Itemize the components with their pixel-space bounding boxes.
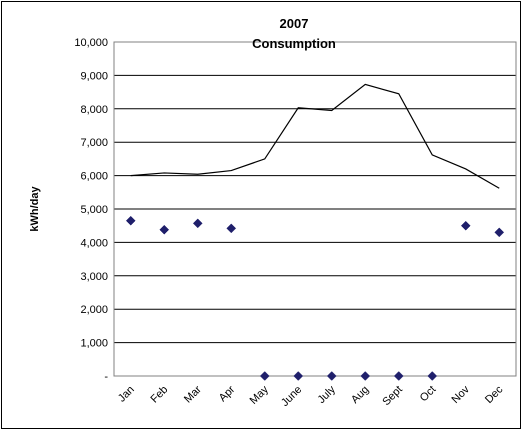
y-tick-label-2: 2,000 [80,304,108,316]
y-tick-label-10: 10,000 [74,37,108,49]
series-1-point-feb [159,224,170,235]
series-1-point-july [326,371,337,381]
series-1-point-june [293,371,304,381]
chart-title: 2007 Consumption [252,16,336,51]
series-1-point-mar [192,218,203,229]
x-tick-label-nov: Nov [450,383,473,406]
y-tick-label-5: 5,000 [80,204,108,216]
y-tick-label-4: 4,000 [80,237,108,249]
x-tick-label-sept: Sept [380,384,404,408]
x-tick-label-feb: Feb [148,384,170,406]
series-1-point-apr [226,223,237,234]
plot-area [113,41,517,377]
y-tick-label-8: 8,000 [80,104,108,116]
x-tick-label-june: June [279,384,304,409]
x-tick-labels: Jan Feb Mar Apr May June July Aug Sept Oct Nov Dec [116,383,506,409]
x-tick-label-dec: Dec [483,383,506,406]
y-tick-label-9: 9,000 [80,70,108,82]
y-tick-label-6: 6,000 [80,171,108,183]
y-axis-label: kWh/day [29,186,41,232]
x-tick-label-mar: Mar [182,383,204,405]
y-tick-label-1: 1,000 [80,338,108,350]
x-tick-label-oct: Oct [418,384,439,405]
series-1-point-aug [360,371,371,381]
grid-lines [114,41,516,344]
chart-title-line-2: Consumption [252,36,336,51]
series-1-point-jan [125,215,136,226]
series-1-point-oct [427,371,438,381]
x-tick-label-apr: Apr [217,383,238,404]
x-tick-label-july: July [316,383,339,406]
y-tick-label-3: 3,000 [80,271,108,283]
series-1-point-sept [393,371,404,381]
series-1-point-nov [460,220,471,231]
x-tick-label-aug: Aug [349,384,371,406]
y-tick-label-7: 7,000 [80,137,108,149]
y-tick-label-0: - [104,371,108,383]
series-0-line [130,83,500,189]
x-tick-label-jan: Jan [116,384,137,405]
series-1-point-may [259,371,270,381]
series [125,83,505,381]
series-1-point-dec [494,227,505,238]
chart-title-line-1: 2007 [280,16,309,31]
y-tick-labels: - 1,000 2,000 3,000 4,000 5,000 6,000 7,000 8,00… [74,37,108,383]
x-tick-label-may: May [248,383,272,407]
